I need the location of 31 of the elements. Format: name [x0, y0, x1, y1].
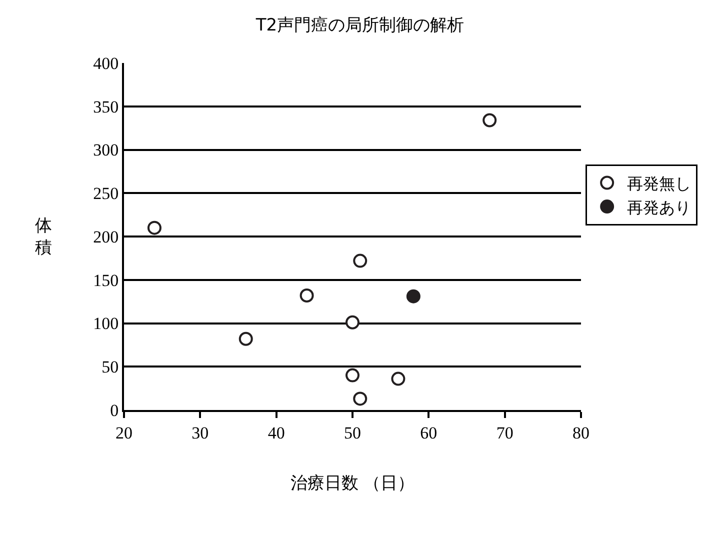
y-tick-label: 350 — [93, 97, 119, 116]
x-tick-label: 50 — [344, 423, 361, 442]
y-tick-label: 150 — [93, 270, 119, 290]
point — [238, 332, 253, 346]
legend-label: 再発あり — [627, 198, 692, 217]
point — [391, 372, 406, 386]
point — [346, 315, 360, 330]
y-tick-label: 200 — [93, 227, 119, 246]
x-axis-title: 治療日数 （日） — [290, 473, 415, 494]
chart-title: T2声門癌の局所制御の解析 — [254, 15, 464, 36]
y-tick-label: 300 — [93, 140, 119, 160]
y-tick-label: 400 — [93, 54, 119, 73]
point — [353, 254, 368, 268]
y-tick-label: 50 — [102, 358, 119, 377]
point — [353, 392, 368, 406]
y-tick-label: 100 — [93, 314, 119, 334]
point — [482, 113, 497, 128]
x-tick-label: 30 — [192, 423, 209, 442]
legend-label: 再発無し — [627, 174, 692, 193]
x-tick-label: 40 — [268, 423, 285, 442]
x-tick-label: 80 — [572, 423, 590, 442]
point — [406, 289, 420, 304]
point — [300, 288, 314, 302]
y-axis-title: 体積 — [35, 216, 52, 258]
x-tick-label: 20 — [116, 423, 132, 442]
x-tick-label: 60 — [420, 423, 438, 442]
point — [346, 368, 360, 382]
y-tick-label: 250 — [93, 184, 119, 204]
y-tick-label: 0 — [110, 400, 119, 420]
x-tick-label: 70 — [496, 423, 514, 442]
point — [147, 220, 162, 235]
